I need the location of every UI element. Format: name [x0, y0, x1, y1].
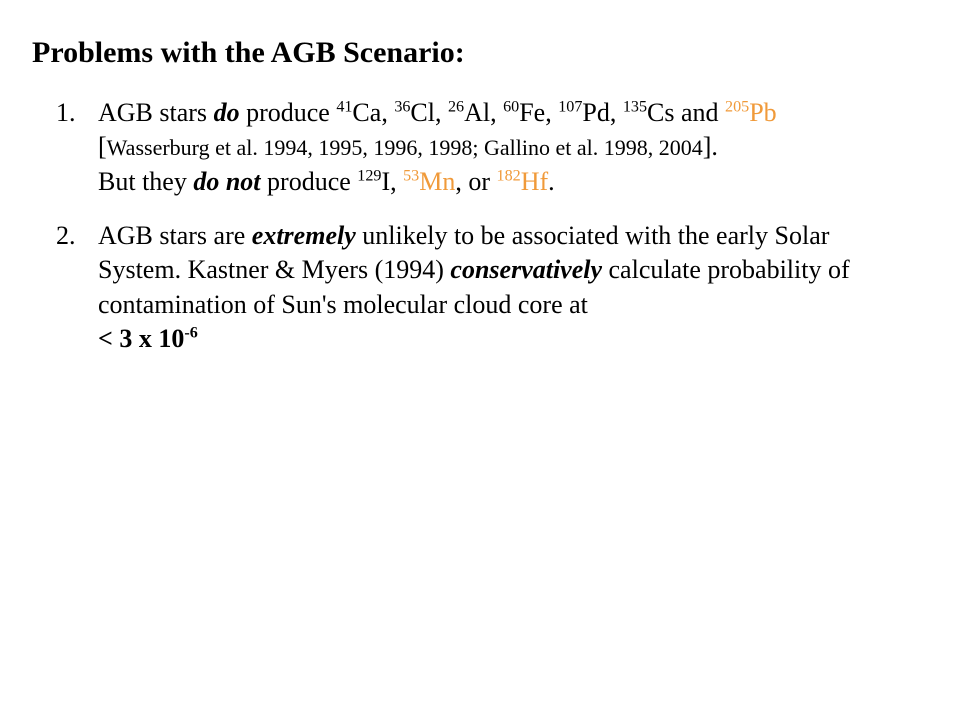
- isotope-sup: 36: [394, 98, 410, 115]
- page-title: Problems with the AGB Scenario:: [32, 36, 904, 70]
- isotope-sup: 182: [497, 167, 521, 184]
- text: produce: [261, 167, 358, 196]
- isotope-sup: 41: [336, 98, 352, 115]
- isotope-sym: Pd: [582, 98, 609, 127]
- isotope-sup: 205: [725, 98, 749, 115]
- isotope-sym: Fe: [519, 98, 545, 127]
- isotope-sym: Hf: [521, 167, 548, 196]
- isotope-sup: 60: [503, 98, 519, 115]
- isotope-sup: 26: [448, 98, 464, 115]
- isotope-orange: 53Mn: [403, 167, 455, 196]
- isotope-sup: 107: [558, 98, 582, 115]
- text: But they: [98, 167, 193, 196]
- isotope-sym: Al: [464, 98, 490, 127]
- isotope-sym: I: [381, 167, 390, 196]
- text: AGB stars are: [98, 221, 252, 250]
- problem-list: AGB stars do produce 41Ca, 36Cl, 26Al, 6…: [56, 96, 904, 356]
- text: AGB stars: [98, 98, 214, 127]
- isotope-sym: Ca: [352, 98, 381, 127]
- isotope-orange: 205Pb: [725, 98, 777, 127]
- isotope-sup: 129: [357, 167, 381, 184]
- references: Wasserburg et al. 1994, 1995, 1996, 1998…: [107, 135, 703, 160]
- list-item: AGB stars are extremely unlikely to be a…: [56, 219, 904, 356]
- exp: -6: [184, 324, 197, 341]
- isotope-orange: 182Hf: [497, 167, 549, 196]
- text: , or: [455, 167, 496, 196]
- text: produce: [240, 98, 337, 127]
- text: .: [548, 167, 555, 196]
- isotope-sym: Pb: [749, 98, 776, 127]
- emph-do: do: [214, 98, 240, 127]
- emph-donot: do not: [193, 167, 260, 196]
- list-item: AGB stars do produce 41Ca, 36Cl, 26Al, 6…: [56, 96, 904, 199]
- emph-extremely: extremely: [252, 221, 356, 250]
- isotope-sym: Cs: [647, 98, 674, 127]
- isotope-sym: Cl: [410, 98, 435, 127]
- emph-conservatively: conservatively: [450, 255, 602, 284]
- isotope-sym: Mn: [419, 167, 455, 196]
- text: and: [675, 98, 726, 127]
- isotope-sup: 135: [623, 98, 647, 115]
- probability-bound: < 3 x 10-6: [98, 324, 198, 353]
- isotope-sup: 53: [403, 167, 419, 184]
